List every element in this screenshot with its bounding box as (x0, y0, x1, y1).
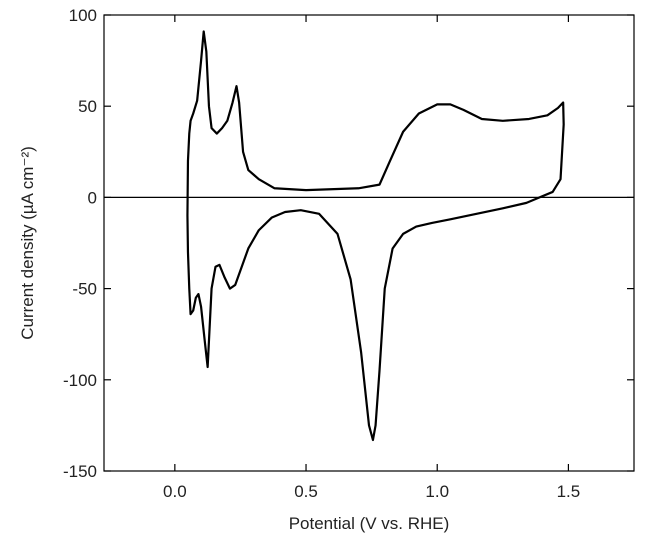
x-tick-label: 1.0 (425, 482, 449, 501)
x-axis-title: Potential (V vs. RHE) (289, 514, 450, 533)
y-tick-label: 50 (78, 97, 97, 116)
x-tick-label: 0.5 (294, 482, 318, 501)
y-tick-label: -100 (63, 371, 97, 390)
x-tick-label: 0.0 (163, 482, 187, 501)
axis-ticks (104, 14, 634, 472)
y-tick-label: 100 (69, 6, 97, 25)
plot-frame (103, 14, 635, 472)
series-line-cv-curve (186, 30, 565, 442)
x-tick-label: 1.5 (557, 482, 581, 501)
y-tick-label: -50 (72, 280, 97, 299)
y-axis-title: Current density (µA cm⁻²) (18, 146, 37, 340)
y-tick-label: -150 (63, 462, 97, 481)
axis-tick-labels: 0.0 0.5 1.0 1.5 100 50 0 -50 -100 -150 (63, 6, 580, 501)
y-tick-label: 0 (88, 188, 97, 207)
